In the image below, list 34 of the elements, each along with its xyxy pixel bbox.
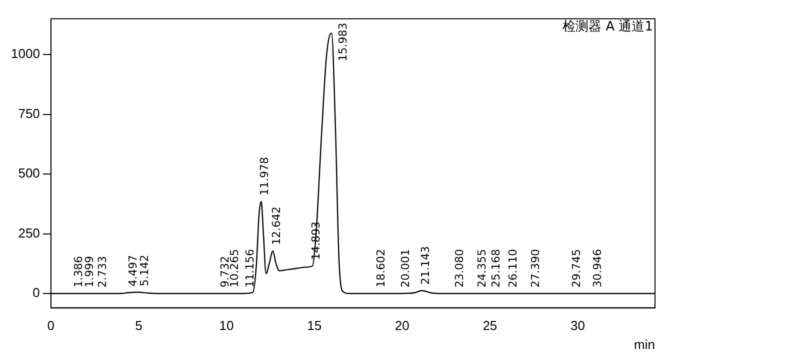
annotation: 11.978 xyxy=(258,157,272,196)
y-tick-label: 250 xyxy=(18,225,40,240)
x-tick-label: 10 xyxy=(219,318,234,334)
y-tick-label: 0 xyxy=(32,285,40,300)
annotation: 30.946 xyxy=(591,248,604,288)
annotation: 1.999 xyxy=(82,256,96,288)
annotation: 11.156 xyxy=(244,248,257,288)
annotation: 25.168 xyxy=(490,248,503,288)
annotation: 4.497 xyxy=(126,255,140,287)
annotation: 2.733 xyxy=(96,256,109,288)
x-tick-label: 5 xyxy=(135,318,142,334)
y-tick-label: 750 xyxy=(18,106,40,121)
annotation: 21.143 xyxy=(419,246,432,285)
y-tick-label: 1000 xyxy=(11,46,40,62)
x-axis-title: min xyxy=(634,336,655,352)
annotation: 26.110 xyxy=(506,248,520,288)
annotation: 10.265 xyxy=(228,248,242,288)
x-tick-label: 15 xyxy=(307,318,322,334)
x-tick-label: 20 xyxy=(394,318,410,334)
annotation: 24.355 xyxy=(475,248,488,288)
y-tick-label: 500 xyxy=(18,166,40,181)
x-tick-label: 0 xyxy=(47,318,55,334)
annotation: 5.142 xyxy=(138,254,152,286)
annotation: 18.602 xyxy=(374,248,388,288)
annotation: 1.386 xyxy=(72,256,86,288)
annotation: 12.642 xyxy=(270,206,283,245)
annotation: 检测器 A 通道1 xyxy=(562,20,653,35)
x-tick-label: 25 xyxy=(482,318,498,334)
x-tick-label: 30 xyxy=(570,318,585,334)
annotation: 23.080 xyxy=(453,248,466,288)
annotation: 15.983 xyxy=(336,22,350,62)
annotation: 27.390 xyxy=(528,248,542,288)
annotation: 29.745 xyxy=(570,248,584,288)
annotation: 20.001 xyxy=(399,248,412,288)
